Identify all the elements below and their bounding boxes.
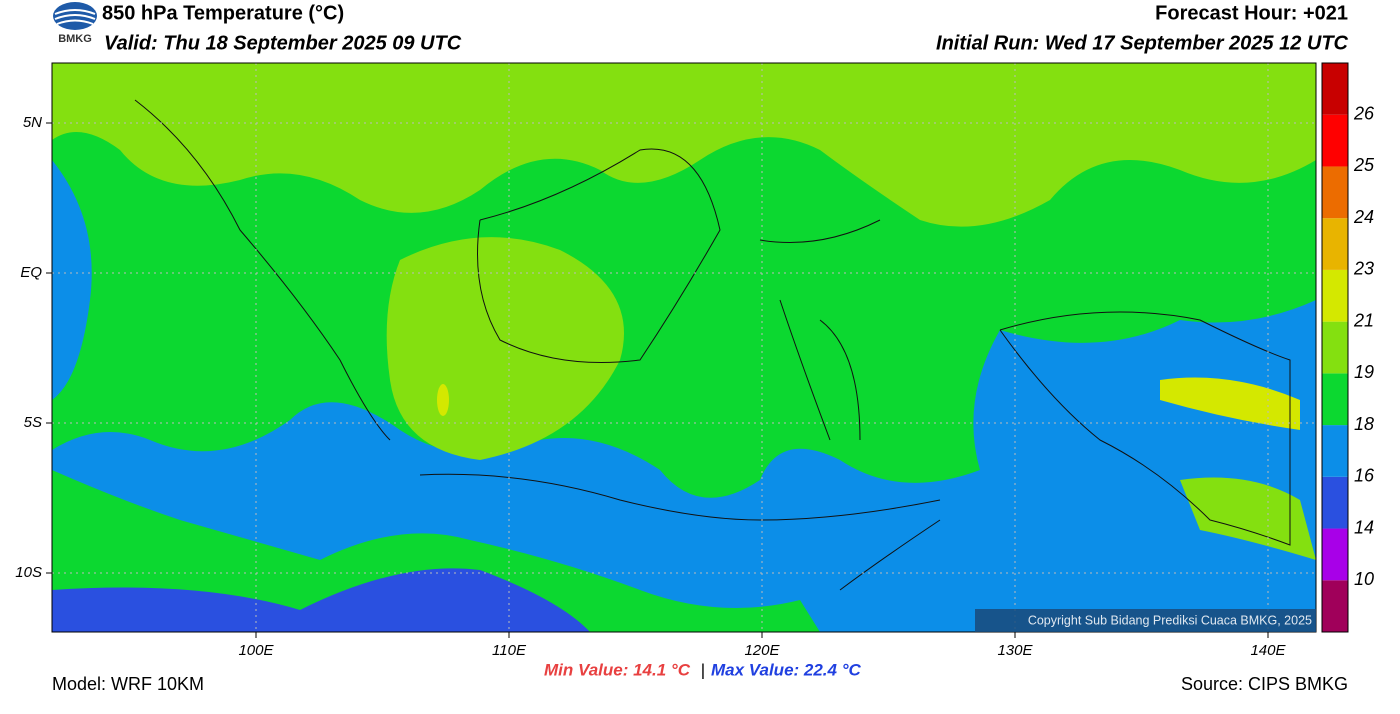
copyright-box <box>975 609 1316 632</box>
colorbar-frame <box>1321 62 1349 633</box>
separator: | <box>701 660 705 679</box>
graticule: 5N EQ 5S 10S 100E 110E 120E 130E 140E <box>15 63 1316 659</box>
colorbar: 10 14 16 18 19 21 23 24 25 26 <box>1321 62 1375 633</box>
source: Source: CIPS BMKG <box>1181 674 1348 694</box>
initial-run: Initial Run: Wed 17 September 2025 12 UT… <box>936 32 1349 54</box>
colorbar-label: 16 <box>1354 466 1375 486</box>
colorbar-segment <box>1322 63 1348 115</box>
forecast-hour: Forecast Hour: +021 <box>1155 2 1348 24</box>
colorbar-segment <box>1322 425 1348 477</box>
lon-label: 110E <box>492 642 527 659</box>
lat-label: 10S <box>15 564 42 581</box>
title: 850 hPa Temperature (°C) <box>102 2 344 24</box>
lat-label: EQ <box>20 264 42 281</box>
lon-label: 140E <box>1250 642 1286 659</box>
colorbar-segment <box>1322 528 1348 581</box>
colorbar-segment <box>1322 580 1348 632</box>
colorbar-segment <box>1322 476 1348 529</box>
colorbar-label: 24 <box>1353 207 1374 227</box>
lat-label: 5N <box>23 114 42 131</box>
temperature-field <box>52 63 1316 632</box>
colorbar-segment <box>1322 114 1348 167</box>
lon-label: 100E <box>238 642 274 659</box>
valid-time: Valid: Thu 18 September 2025 09 UTC <box>104 32 462 54</box>
colorbar-segment <box>1322 218 1348 270</box>
logo: BMKG <box>53 2 97 45</box>
lon-label: 120E <box>744 642 780 659</box>
colorbar-label: 25 <box>1353 155 1375 175</box>
colorbar-segment <box>1322 269 1348 322</box>
colorbar-label: 26 <box>1353 103 1375 123</box>
colorbar-label: 23 <box>1353 259 1374 279</box>
colorbar-label: 10 <box>1354 569 1374 589</box>
lat-label: 5S <box>24 414 42 431</box>
colorbar-label: 21 <box>1353 310 1374 330</box>
colorbar-label: 19 <box>1354 362 1374 382</box>
lon-label: 130E <box>997 642 1033 659</box>
colorbar-segment <box>1322 321 1348 374</box>
model: Model: WRF 10KM <box>52 674 204 694</box>
copyright: Copyright Sub Bidang Prediksi Cuaca BMKG… <box>1028 613 1312 627</box>
max-value: Max Value: 22.4 °C <box>711 660 862 679</box>
colorbar-segment <box>1322 166 1348 219</box>
min-value: Min Value: 14.1 °C <box>544 660 691 679</box>
colorbar-label: 18 <box>1354 414 1374 434</box>
colorbar-segment <box>1322 373 1348 426</box>
colorbar-label: 14 <box>1354 517 1374 537</box>
logo-text: BMKG <box>58 33 92 45</box>
map-frame <box>51 62 1317 633</box>
